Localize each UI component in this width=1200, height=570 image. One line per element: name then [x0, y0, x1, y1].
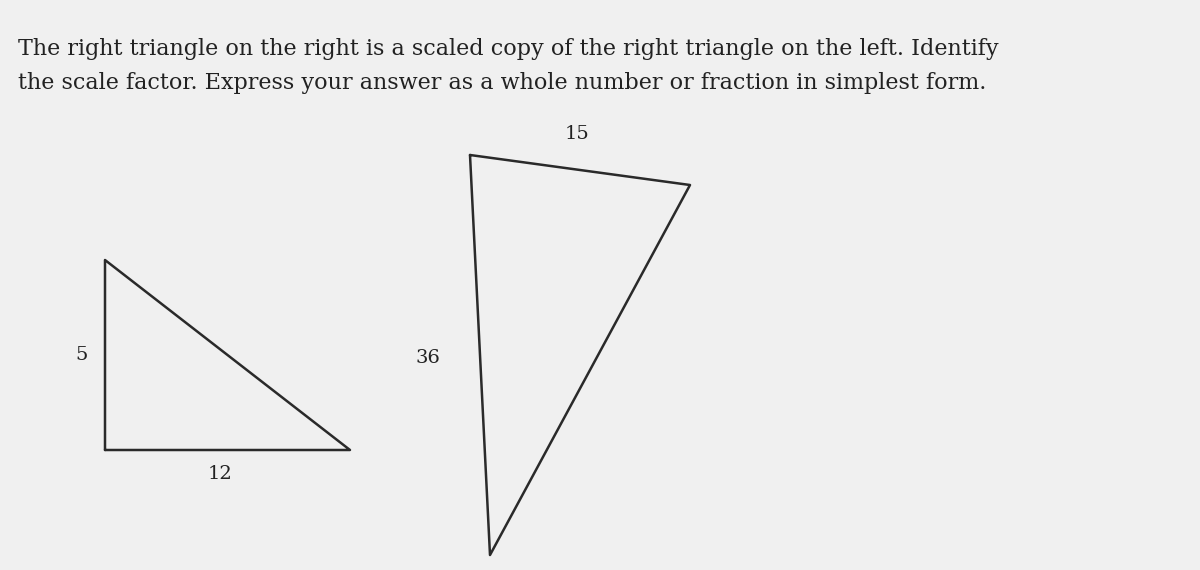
Text: 12: 12: [208, 465, 233, 483]
Text: 36: 36: [415, 349, 440, 367]
Text: 5: 5: [76, 346, 88, 364]
Text: The right triangle on the right is a scaled copy of the right triangle on the le: The right triangle on the right is a sca…: [18, 38, 998, 60]
Text: 15: 15: [565, 125, 589, 143]
Text: the scale factor. Express your answer as a whole number or fraction in simplest : the scale factor. Express your answer as…: [18, 72, 986, 94]
